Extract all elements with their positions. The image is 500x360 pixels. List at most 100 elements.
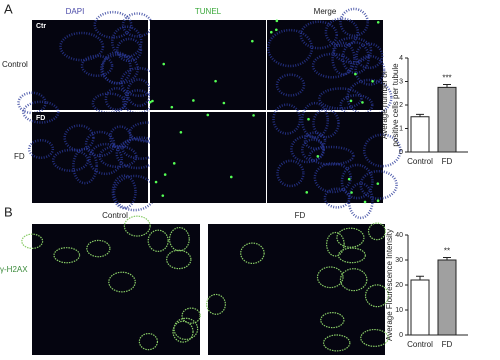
- inset-label: FD: [36, 115, 45, 122]
- significance: ***: [442, 74, 451, 83]
- column-header: Merge: [314, 7, 337, 16]
- column-header: FD: [295, 211, 306, 220]
- positive-cell: [222, 101, 226, 105]
- positive-cell: [251, 39, 254, 43]
- nucleus: [147, 229, 169, 252]
- panel-label: A: [4, 1, 13, 16]
- y-tick-label: 1: [399, 125, 403, 132]
- tubule: [116, 37, 143, 63]
- tubule: [303, 131, 327, 150]
- tubule: [266, 28, 314, 68]
- tubule: [111, 25, 143, 59]
- column-header: TUNEL: [195, 7, 222, 16]
- micrograph: [267, 20, 383, 110]
- tubule: [300, 101, 330, 139]
- positive-cell: [316, 155, 320, 158]
- positive-cell: [170, 105, 174, 109]
- positive-cell: [229, 175, 233, 179]
- micrograph: [32, 112, 148, 203]
- positive-cell: [376, 199, 380, 203]
- tubule: [22, 100, 60, 124]
- positive-cell: [363, 200, 367, 204]
- positive-cell: [371, 79, 374, 83]
- nucleus: [367, 222, 387, 241]
- tubule: [272, 103, 302, 135]
- nucleus: [322, 334, 351, 352]
- x-tick-label: FD: [442, 340, 453, 349]
- tubule: [339, 7, 369, 38]
- y-tick-label: 0: [399, 149, 403, 156]
- tubule: [27, 138, 55, 160]
- positive-cell: [275, 28, 278, 32]
- positive-cell: [305, 191, 309, 194]
- tubule: [359, 169, 398, 200]
- y-tick-label: 0: [399, 332, 403, 339]
- x-tick-label: FD: [442, 157, 453, 166]
- panel-label: B: [4, 204, 13, 219]
- positive-cell: [161, 194, 165, 197]
- significance: **: [444, 247, 450, 256]
- y-tick-label: 30: [395, 257, 403, 264]
- inset-label: Ctr: [36, 23, 46, 30]
- tubule: [340, 163, 374, 200]
- y-axis-label: positive cells per tubule: [391, 63, 400, 147]
- positive-cell: [269, 30, 273, 34]
- error-bar: [416, 113, 424, 117]
- y-axis-label: Average number of: [380, 70, 389, 139]
- y-axis-label: Average Flourescence Intensity: [385, 229, 394, 341]
- nucleus: [138, 332, 159, 351]
- positive-cell: [350, 191, 353, 194]
- nucleus: [173, 317, 199, 340]
- positive-cell: [354, 72, 357, 76]
- nucleus: [339, 268, 368, 292]
- bar: [437, 86, 457, 153]
- positive-cell: [252, 114, 255, 117]
- micrograph: [267, 112, 383, 203]
- tubule: [80, 54, 114, 77]
- nucleus: [326, 231, 345, 257]
- positive-cell: [214, 79, 217, 83]
- positive-cell: [206, 113, 210, 117]
- tubule: [88, 142, 123, 176]
- tubule: [312, 107, 340, 139]
- tubule: [347, 182, 374, 220]
- column-header: DAPI: [66, 7, 85, 16]
- tubule: [72, 147, 98, 185]
- y-tick-label: 2: [399, 102, 403, 109]
- y-tick-label: 4: [399, 55, 403, 62]
- tubule: [332, 36, 373, 64]
- tubule: [51, 148, 90, 172]
- positive-cell: [149, 100, 152, 104]
- tubule: [93, 10, 133, 39]
- tubule: [59, 31, 105, 62]
- nucleus: [320, 312, 345, 329]
- positive-cell: [307, 117, 310, 121]
- tubule: [362, 133, 402, 168]
- tubule: [84, 130, 116, 158]
- positive-cell: [347, 177, 351, 181]
- nucleus: [172, 320, 194, 343]
- tubule: [324, 17, 360, 48]
- tubule: [108, 125, 132, 149]
- row-label: γ-H2AX: [0, 265, 28, 274]
- tubule: [104, 87, 129, 111]
- tubule: [276, 159, 305, 188]
- column-header: Control: [102, 211, 128, 220]
- positive-cell: [162, 62, 166, 66]
- nucleus: [108, 271, 136, 293]
- positive-cell: [151, 99, 154, 103]
- positive-cell: [275, 19, 279, 23]
- nucleus: [166, 249, 192, 270]
- tubule: [354, 54, 386, 86]
- y-tick-label: 3: [399, 78, 403, 85]
- tubule: [318, 87, 363, 110]
- tubule: [323, 187, 351, 209]
- positive-cell: [163, 173, 167, 176]
- positive-cell: [192, 99, 195, 102]
- tubule: [290, 134, 325, 164]
- positive-cell: [376, 20, 380, 24]
- micrograph: [32, 224, 200, 355]
- tubule: [299, 20, 339, 50]
- tubule: [101, 51, 132, 85]
